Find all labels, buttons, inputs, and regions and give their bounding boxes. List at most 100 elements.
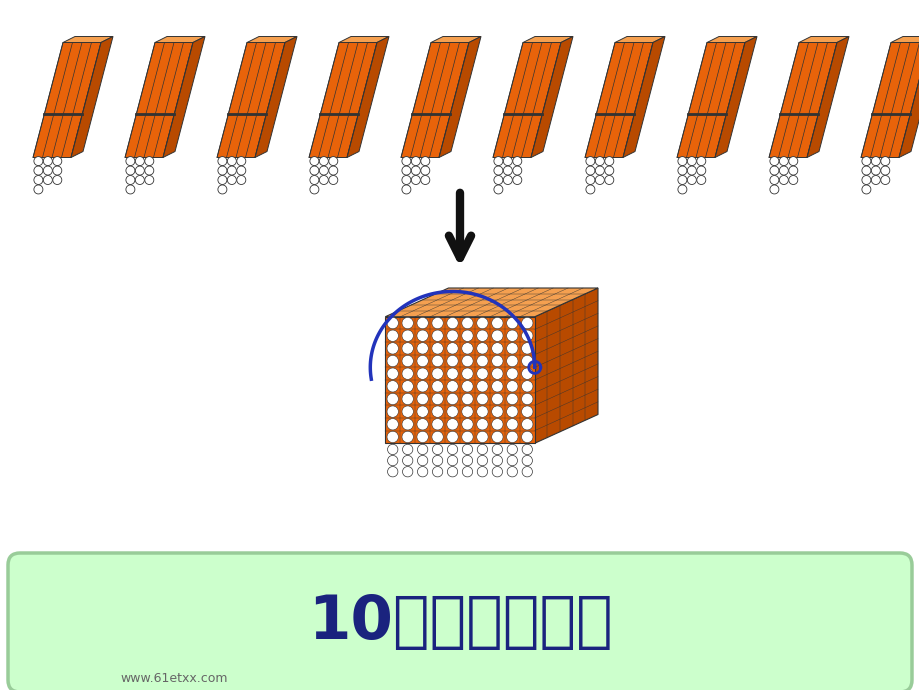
Circle shape [328, 166, 337, 175]
Circle shape [387, 455, 398, 466]
Circle shape [506, 381, 517, 392]
Circle shape [506, 466, 516, 477]
Circle shape [43, 166, 52, 175]
Circle shape [506, 317, 517, 328]
Circle shape [387, 343, 398, 354]
Circle shape [879, 157, 889, 166]
Circle shape [416, 330, 428, 342]
Circle shape [879, 166, 889, 175]
Circle shape [402, 343, 413, 354]
Polygon shape [33, 43, 101, 157]
Circle shape [462, 455, 472, 466]
Circle shape [328, 157, 337, 166]
Circle shape [135, 157, 144, 166]
Circle shape [387, 330, 398, 342]
Circle shape [462, 444, 472, 455]
Circle shape [126, 157, 135, 166]
Circle shape [861, 185, 870, 194]
Circle shape [236, 166, 245, 175]
Circle shape [420, 175, 429, 184]
Circle shape [476, 431, 488, 442]
Circle shape [416, 381, 428, 392]
Circle shape [126, 166, 135, 175]
Circle shape [696, 166, 705, 175]
Circle shape [135, 166, 144, 175]
Circle shape [403, 444, 413, 455]
Circle shape [491, 406, 503, 417]
Circle shape [461, 343, 472, 354]
Circle shape [769, 166, 778, 175]
Circle shape [461, 368, 472, 380]
Circle shape [432, 466, 442, 477]
Circle shape [512, 157, 521, 166]
Circle shape [387, 381, 398, 392]
Circle shape [491, 355, 503, 366]
Polygon shape [534, 288, 597, 443]
Circle shape [34, 157, 43, 166]
Circle shape [506, 393, 517, 404]
Circle shape [319, 166, 328, 175]
Circle shape [506, 343, 517, 354]
Circle shape [431, 406, 443, 417]
Circle shape [402, 431, 413, 442]
Circle shape [236, 175, 245, 184]
Circle shape [595, 175, 604, 184]
Circle shape [788, 166, 797, 175]
Circle shape [402, 381, 413, 392]
Circle shape [677, 185, 686, 194]
Circle shape [686, 175, 696, 184]
Circle shape [585, 175, 595, 184]
Circle shape [506, 444, 516, 455]
Circle shape [503, 166, 512, 175]
Circle shape [447, 368, 458, 380]
Polygon shape [154, 37, 205, 43]
Circle shape [870, 175, 879, 184]
Circle shape [491, 381, 503, 392]
Circle shape [861, 166, 870, 175]
Polygon shape [430, 37, 481, 43]
Circle shape [503, 175, 512, 184]
Circle shape [447, 330, 458, 342]
Circle shape [52, 166, 62, 175]
Circle shape [521, 317, 532, 328]
Circle shape [416, 355, 428, 366]
Circle shape [34, 166, 43, 175]
Circle shape [696, 157, 705, 166]
Polygon shape [62, 37, 113, 43]
Circle shape [491, 317, 503, 328]
Circle shape [126, 175, 135, 184]
Circle shape [778, 157, 788, 166]
Circle shape [476, 355, 488, 366]
Circle shape [604, 166, 613, 175]
Circle shape [431, 343, 443, 354]
Circle shape [506, 355, 517, 366]
Circle shape [447, 343, 458, 354]
Circle shape [477, 444, 487, 455]
Circle shape [411, 157, 420, 166]
Circle shape [34, 185, 43, 194]
Circle shape [218, 185, 227, 194]
Circle shape [769, 157, 778, 166]
Circle shape [788, 175, 797, 184]
Circle shape [416, 343, 428, 354]
Polygon shape [346, 37, 389, 157]
Circle shape [521, 368, 532, 380]
Circle shape [476, 330, 488, 342]
Circle shape [387, 393, 398, 404]
Circle shape [447, 381, 458, 392]
Circle shape [227, 175, 236, 184]
Circle shape [461, 355, 472, 366]
Circle shape [144, 166, 153, 175]
Circle shape [416, 317, 428, 328]
Circle shape [778, 175, 788, 184]
Circle shape [677, 157, 686, 166]
Circle shape [604, 157, 613, 166]
Circle shape [144, 175, 153, 184]
Circle shape [521, 355, 532, 366]
Circle shape [686, 166, 696, 175]
Circle shape [522, 466, 532, 477]
Circle shape [402, 330, 413, 342]
Polygon shape [401, 43, 469, 157]
Circle shape [402, 166, 411, 175]
Circle shape [402, 406, 413, 417]
